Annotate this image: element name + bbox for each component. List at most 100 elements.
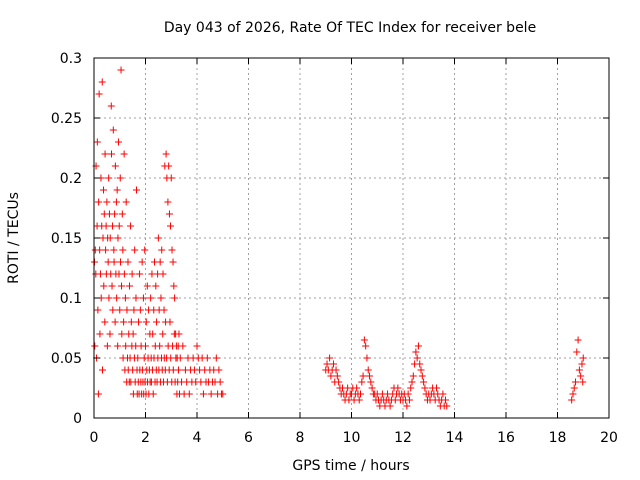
data-point xyxy=(131,246,139,254)
data-point xyxy=(95,198,103,206)
data-point xyxy=(162,150,170,158)
data-point xyxy=(109,222,117,230)
y-tick-label: 0.2 xyxy=(60,171,82,187)
data-point xyxy=(212,354,220,362)
data-point xyxy=(126,282,134,290)
data-point xyxy=(215,366,223,374)
data-point xyxy=(216,378,224,386)
data-point xyxy=(403,402,411,410)
data-point xyxy=(418,372,426,380)
data-point xyxy=(168,246,176,254)
data-point xyxy=(333,372,341,380)
data-point xyxy=(366,372,374,380)
data-point xyxy=(574,336,582,344)
x-tick-label: 20 xyxy=(600,430,618,446)
data-point xyxy=(136,306,144,314)
data-point xyxy=(117,66,125,74)
data-point xyxy=(107,102,115,110)
data-point xyxy=(405,396,413,404)
x-tick-label: 8 xyxy=(296,430,305,446)
data-point xyxy=(91,342,99,350)
data-point xyxy=(111,162,119,170)
data-point xyxy=(329,360,337,368)
data-point xyxy=(95,90,103,98)
data-point xyxy=(130,306,138,314)
data-point xyxy=(335,378,343,386)
y-tick-label: 0.25 xyxy=(51,111,82,127)
data-point xyxy=(96,270,104,278)
y-axis: 0 0.05 0.1 0.15 0.2 0.25 0.3 xyxy=(51,51,609,427)
y-tick-label: 0.15 xyxy=(51,231,82,247)
data-point xyxy=(109,306,117,314)
data-point xyxy=(117,258,125,266)
data-point xyxy=(179,342,187,350)
data-point xyxy=(122,198,130,206)
data-point xyxy=(129,330,137,338)
data-point xyxy=(156,258,164,266)
data-point xyxy=(368,384,376,392)
data-point xyxy=(153,318,161,326)
data-point xyxy=(358,378,366,386)
x-axis: 0 2 4 6 8 10 12 14 16 18 20 xyxy=(90,58,618,446)
data-point xyxy=(132,186,140,194)
data-point xyxy=(103,198,111,206)
data-point xyxy=(359,372,367,380)
data-point xyxy=(141,246,149,254)
x-tick-label: 14 xyxy=(446,430,464,446)
data-points xyxy=(91,66,587,410)
data-point xyxy=(394,384,402,392)
data-point xyxy=(156,342,164,350)
data-point xyxy=(116,174,124,182)
data-point xyxy=(362,342,370,350)
data-point xyxy=(127,222,135,230)
data-point xyxy=(102,246,110,254)
data-point xyxy=(134,354,142,362)
data-point xyxy=(175,330,183,338)
grid-lines xyxy=(94,58,609,418)
data-point xyxy=(124,258,132,266)
data-point xyxy=(143,282,151,290)
data-point xyxy=(203,354,211,362)
data-point xyxy=(159,330,167,338)
data-point xyxy=(159,270,167,278)
data-point xyxy=(160,306,168,314)
data-point xyxy=(113,294,121,302)
data-point xyxy=(101,318,109,326)
data-point xyxy=(409,372,417,380)
data-point xyxy=(367,378,375,386)
x-tick-label: 18 xyxy=(549,430,567,446)
data-point xyxy=(575,366,583,374)
data-point xyxy=(166,318,174,326)
data-point xyxy=(364,366,372,374)
data-point xyxy=(123,306,131,314)
data-point xyxy=(135,318,143,326)
data-point xyxy=(115,222,123,230)
data-point xyxy=(416,360,424,368)
data-point xyxy=(154,234,162,242)
data-point xyxy=(573,348,581,356)
data-point xyxy=(147,294,155,302)
data-point xyxy=(323,360,331,368)
y-tick-label: 0.1 xyxy=(60,291,82,307)
y-tick-label: 0.3 xyxy=(60,51,82,67)
y-tick-label: 0.05 xyxy=(51,351,82,367)
data-point xyxy=(103,342,111,350)
data-point xyxy=(102,222,110,230)
data-point xyxy=(432,384,440,392)
data-point xyxy=(149,390,157,398)
data-point xyxy=(149,330,157,338)
data-point xyxy=(185,390,193,398)
data-point xyxy=(413,354,421,362)
data-point xyxy=(219,390,227,398)
data-point xyxy=(164,198,172,206)
data-point xyxy=(207,390,215,398)
data-point xyxy=(122,342,130,350)
data-point xyxy=(93,138,101,146)
data-point xyxy=(96,330,104,338)
data-point xyxy=(363,354,371,362)
x-axis-label: GPS time / hours xyxy=(292,458,409,474)
data-point xyxy=(360,336,368,344)
data-point xyxy=(98,366,106,374)
data-point xyxy=(100,282,108,290)
data-point xyxy=(568,396,576,404)
